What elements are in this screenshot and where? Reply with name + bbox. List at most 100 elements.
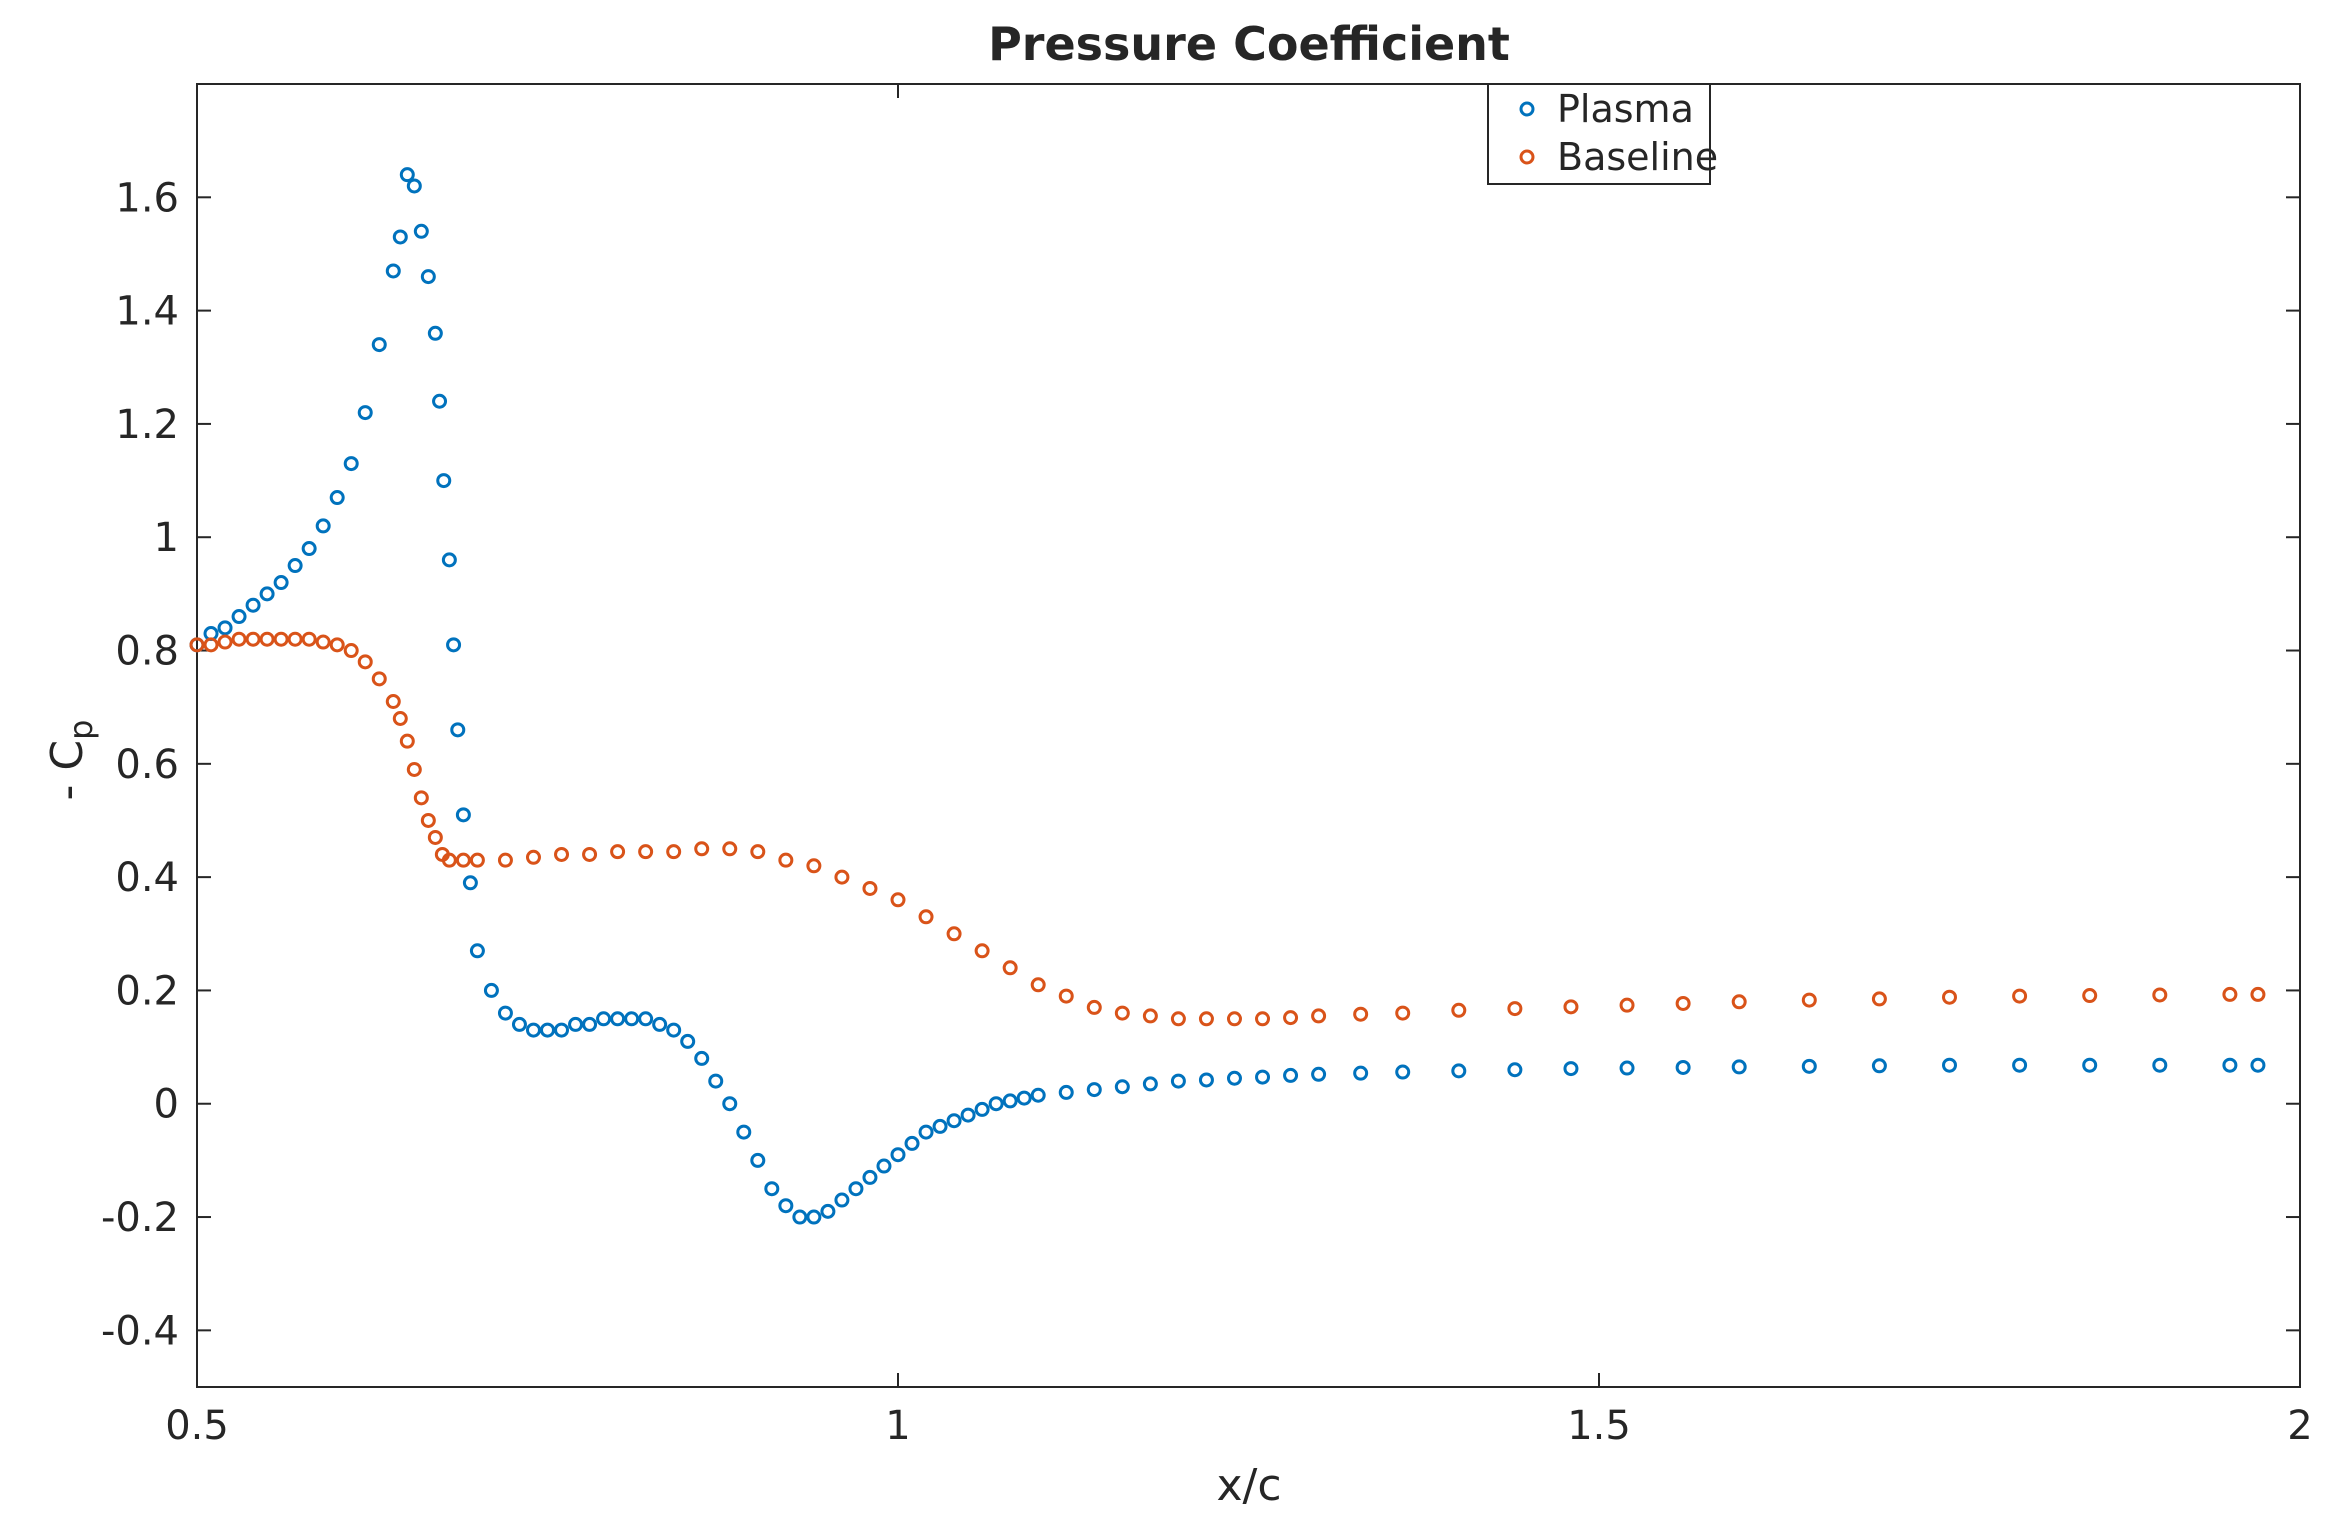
data-point-plasma	[511, 1016, 527, 1032]
data-point-plasma	[427, 325, 443, 341]
plot-area	[196, 83, 2301, 1388]
data-point-baseline	[399, 733, 415, 749]
data-point-baseline	[455, 852, 471, 868]
data-point-plasma	[1114, 1079, 1130, 1095]
data-point-baseline	[1198, 1011, 1214, 1027]
data-point-plasma	[932, 1118, 948, 1134]
data-point-plasma	[1086, 1082, 1102, 1098]
data-point-plasma	[436, 473, 452, 489]
data-point-baseline	[497, 852, 513, 868]
data-point-plasma	[259, 586, 275, 602]
data-point-plasma	[778, 1198, 794, 1214]
data-point-plasma	[1507, 1062, 1523, 1078]
data-point-plasma	[1030, 1087, 1046, 1103]
data-point-plasma	[1353, 1065, 1369, 1081]
y-tick-label: 0.2	[115, 968, 179, 1014]
data-point-baseline	[1170, 1011, 1186, 1027]
data-point-baseline	[918, 909, 934, 925]
data-point-plasma	[862, 1169, 878, 1185]
data-point-plasma	[287, 558, 303, 574]
data-point-plasma	[806, 1209, 822, 1225]
data-point-plasma	[231, 609, 247, 625]
chart-title: Pressure Coefficient	[988, 17, 1510, 71]
data-point-baseline	[315, 634, 331, 650]
data-point-baseline	[638, 844, 654, 860]
axis-ticks: 0.5 1 1.5 2 -0.4 -0.2 0 0.2 0.4 0.6 0.8 1 1.2 1.4 1.6	[101, 84, 2313, 1449]
data-point-plasma	[582, 1016, 598, 1032]
data-point-baseline	[974, 943, 990, 959]
data-point-plasma	[462, 875, 478, 891]
data-point-plasma	[1226, 1070, 1242, 1086]
data-point-baseline	[890, 892, 906, 908]
data-point-plasma	[652, 1016, 668, 1032]
data-point-baseline	[1801, 992, 1817, 1008]
data-point-baseline	[427, 829, 443, 845]
data-point-baseline	[343, 643, 359, 659]
legend-label-baseline: Baseline	[1557, 135, 1718, 179]
data-point-plasma	[554, 1022, 570, 1038]
data-point-baseline	[1507, 1001, 1523, 1017]
data-point-plasma	[792, 1209, 808, 1225]
legend[interactable]: Plasma Baseline	[1487, 83, 1718, 185]
data-point-plasma	[1016, 1090, 1032, 1106]
data-point-plasma	[1283, 1067, 1299, 1083]
data-point-plasma	[1198, 1072, 1214, 1088]
data-point-plasma	[736, 1124, 752, 1140]
data-point-baseline	[554, 846, 570, 862]
data-point-baseline	[1731, 994, 1747, 1010]
data-point-baseline	[1871, 991, 1887, 1007]
data-point-plasma	[1170, 1073, 1186, 1089]
data-point-plasma	[834, 1192, 850, 1208]
data-point-plasma	[2152, 1057, 2168, 1073]
data-point-baseline	[1451, 1002, 1467, 1018]
data-point-baseline	[722, 841, 738, 857]
data-point-baseline	[1311, 1008, 1327, 1024]
data-point-baseline	[189, 637, 205, 653]
data-point-baseline	[203, 637, 219, 653]
data-point-plasma	[420, 269, 436, 285]
data-point-baseline	[1942, 989, 1957, 1005]
data-point-baseline	[1353, 1006, 1369, 1022]
data-point-plasma	[371, 337, 387, 353]
data-point-plasma	[357, 405, 373, 421]
data-point-baseline	[1563, 999, 1579, 1015]
legend-label-plasma: Plasma	[1557, 87, 1694, 131]
data-point-baseline	[2012, 988, 2028, 1004]
data-point-plasma	[680, 1033, 696, 1049]
data-point-plasma	[413, 223, 429, 239]
data-point-baseline	[2222, 986, 2238, 1002]
y-tick-label: 0.6	[115, 742, 179, 788]
data-point-baseline	[259, 631, 275, 647]
data-point-plasma	[918, 1124, 934, 1140]
data-point-plasma	[217, 620, 233, 636]
y-tick-label: 1.6	[115, 175, 179, 221]
data-point-plasma	[694, 1050, 710, 1066]
data-point-plasma	[245, 597, 261, 613]
y-axis-label-subscript: p	[62, 720, 100, 740]
y-tick-label: 1.2	[115, 402, 179, 448]
y-axis-label: - Cp	[42, 720, 100, 801]
data-point-plasma	[525, 1022, 541, 1038]
x-tick-label: 1.5	[1567, 1403, 1631, 1449]
data-point-plasma	[750, 1152, 766, 1168]
data-point-baseline	[694, 841, 710, 857]
y-tick-label: 0	[154, 1082, 179, 1128]
x-axis-label: x/c	[1216, 1460, 1281, 1511]
data-point-plasma	[483, 982, 499, 998]
data-points	[189, 167, 2266, 1225]
data-point-baseline	[525, 849, 541, 865]
data-point-baseline	[357, 654, 373, 670]
data-point-baseline	[1283, 1010, 1299, 1026]
data-point-plasma	[764, 1181, 780, 1197]
data-point-baseline	[1675, 995, 1691, 1011]
data-point-plasma	[904, 1135, 920, 1151]
data-point-plasma	[450, 722, 466, 738]
data-point-baseline	[371, 671, 387, 687]
data-point-plasma	[469, 943, 485, 959]
data-point-baseline	[582, 846, 598, 862]
data-point-baseline	[834, 869, 850, 885]
y-tick-label: 1.4	[115, 289, 179, 335]
data-point-plasma	[876, 1158, 892, 1174]
data-point-baseline	[329, 637, 345, 653]
data-point-plasma	[343, 456, 359, 472]
